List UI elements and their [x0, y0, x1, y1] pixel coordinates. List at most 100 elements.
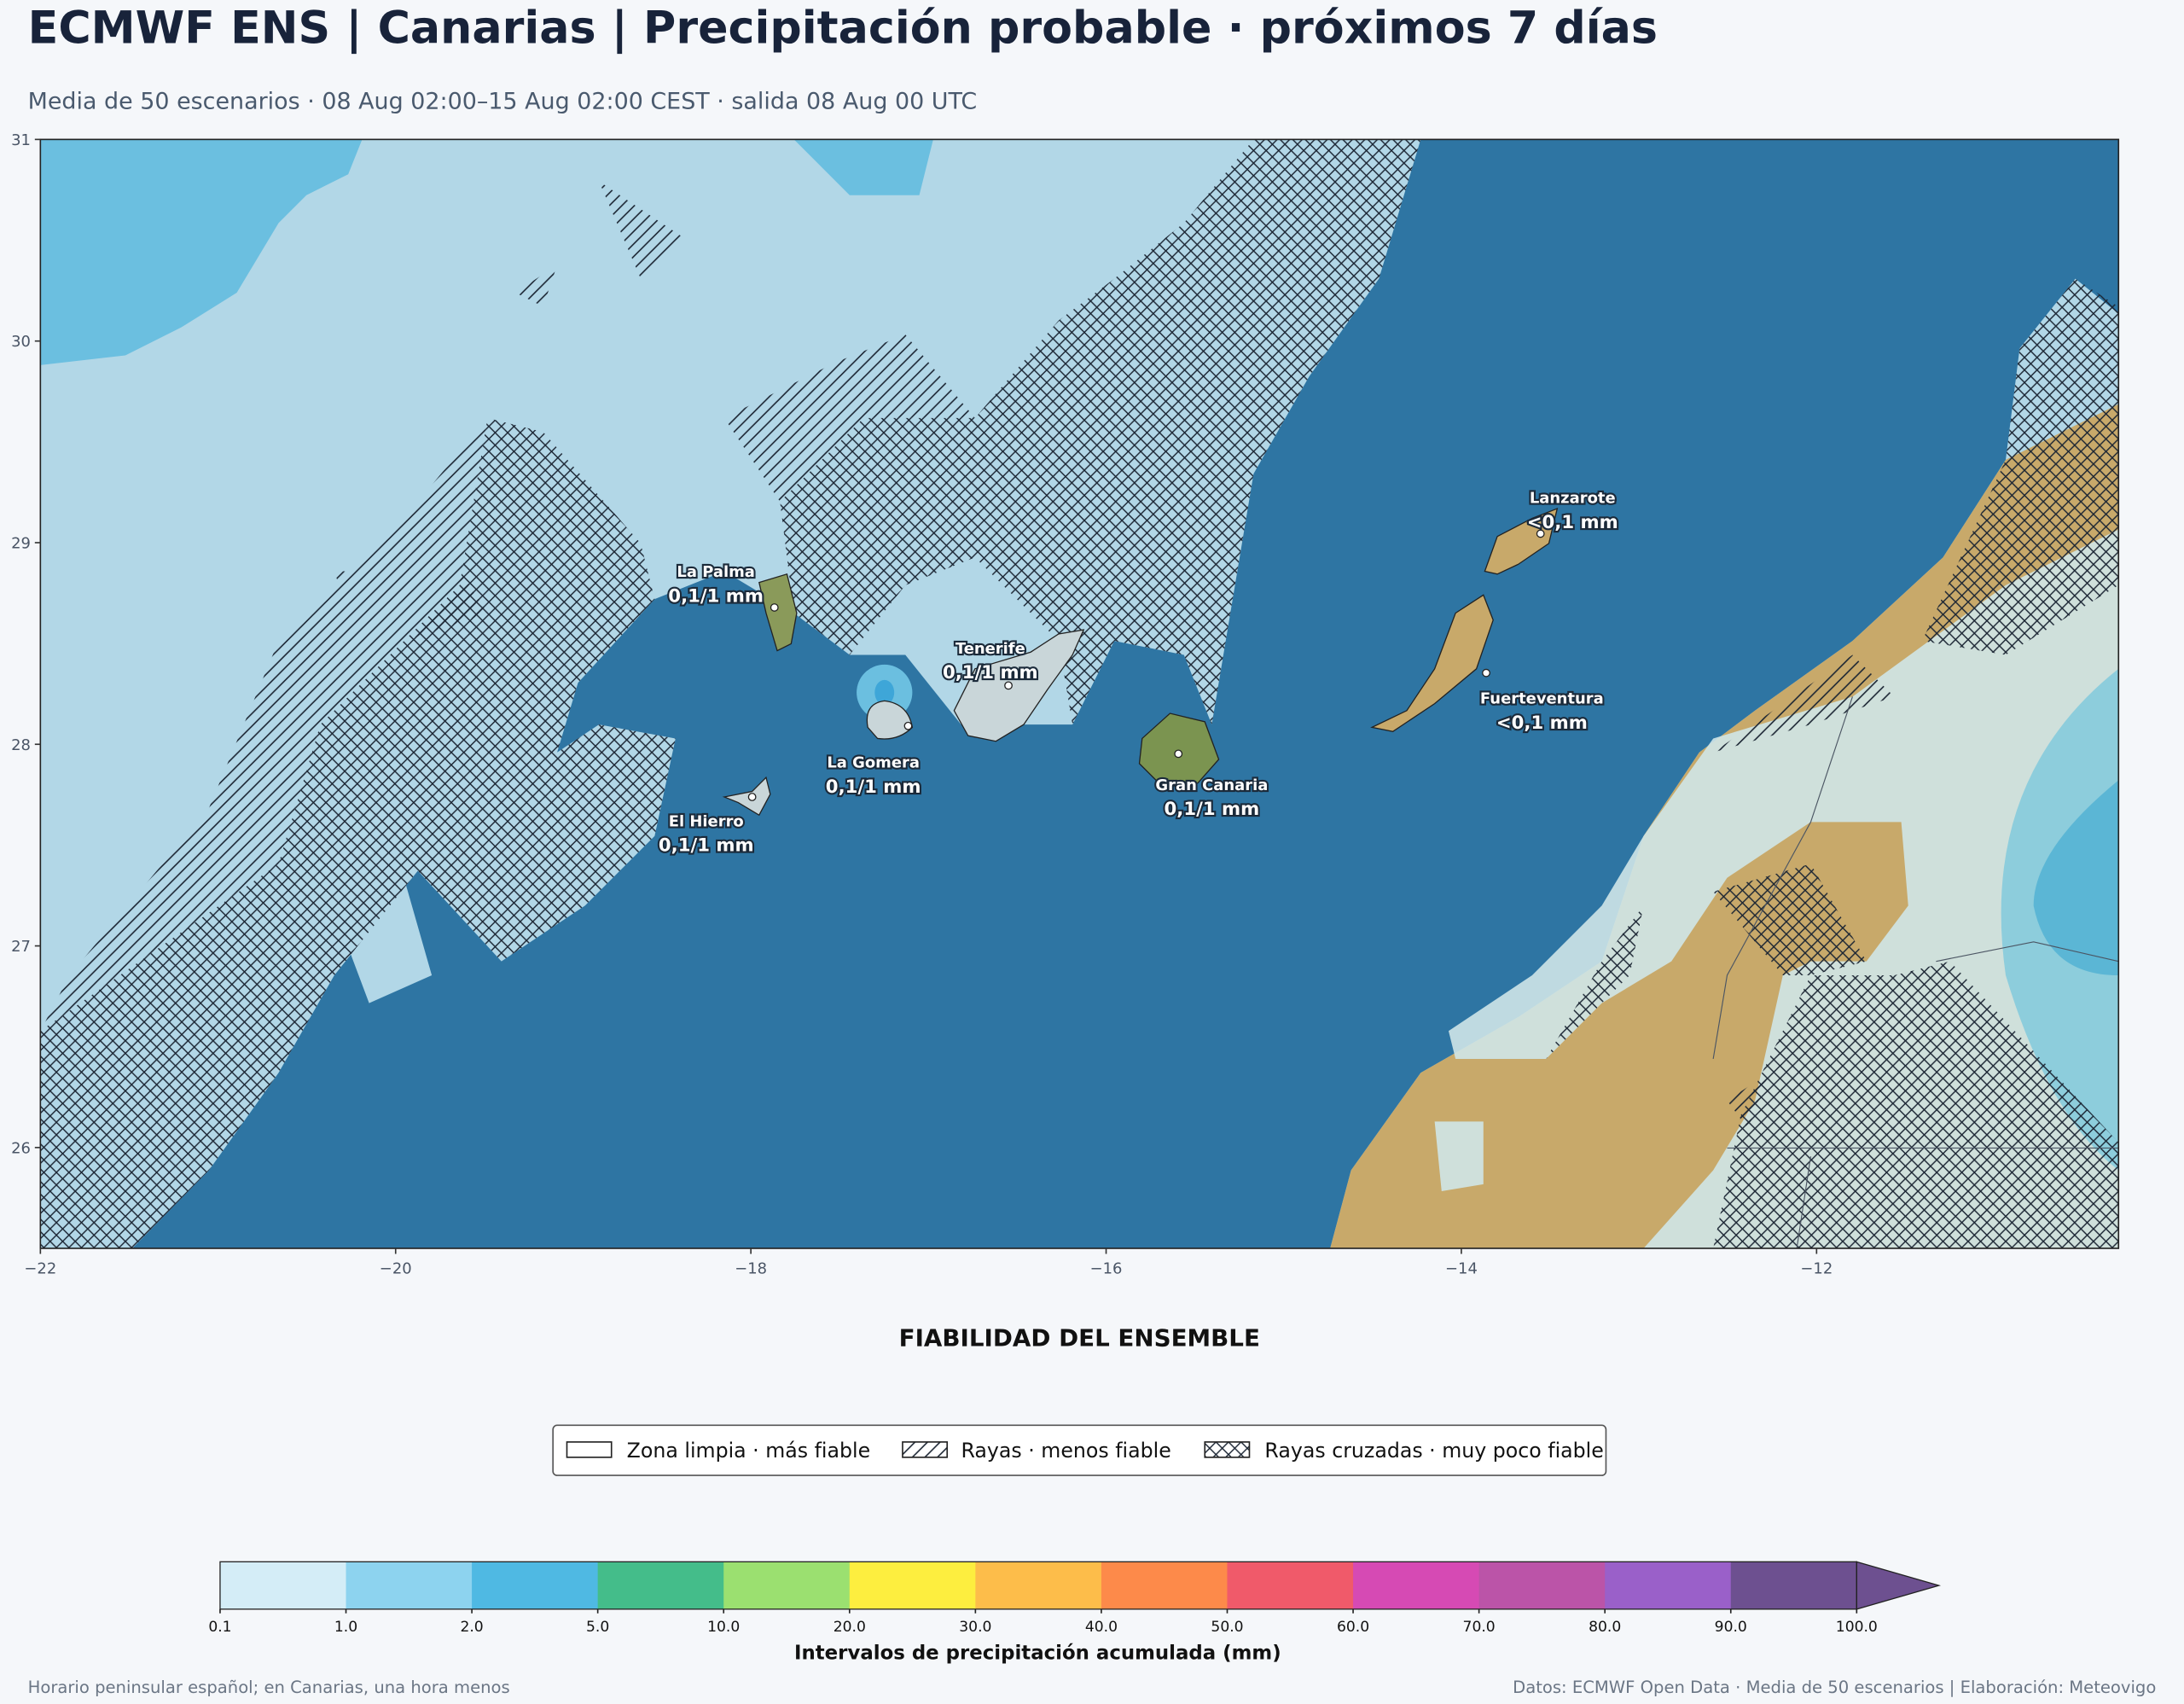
colorbar-bin: [1101, 1562, 1228, 1609]
place-value: <0,1 mm: [1496, 712, 1588, 734]
border: [1712, 696, 2119, 1248]
colorbar-tick-label: 60.0: [1337, 1619, 1369, 1636]
colorbar-tick-label: 90.0: [1715, 1619, 1747, 1636]
y-tick-label: 31: [11, 131, 31, 149]
x-tick-label: −16: [1090, 1259, 1123, 1277]
y-tick-label: 27: [11, 938, 31, 956]
title: ECMWF ENS | Canarias | Precipitación pro…: [28, 3, 1658, 55]
place-name: La Gomera: [827, 754, 920, 772]
place-value: <0,1 mm: [1527, 512, 1618, 533]
colorbar-tick-label: 70.0: [1463, 1619, 1496, 1636]
colorbar-tick-label: 30.0: [959, 1619, 991, 1636]
y-tick-label: 26: [11, 1139, 31, 1157]
place-dot: [1174, 749, 1183, 759]
legend-title: FIABILIDAD DEL ENSEMBLE: [899, 1323, 1260, 1352]
x-tick-label: −22: [24, 1259, 56, 1277]
legend-swatch: [566, 1441, 613, 1458]
x-tick-label: −12: [1800, 1259, 1833, 1277]
colorbar-bin: [975, 1562, 1102, 1609]
colorbar-tick-label: 100.0: [1836, 1619, 1878, 1636]
colorbar-tick-label: 1.0: [334, 1619, 357, 1636]
hatch: [40, 417, 488, 1032]
y-tick-label: 29: [11, 535, 31, 553]
light-rain-area: [348, 775, 550, 1003]
place-value: 0,1/1 mm: [826, 776, 921, 798]
colorbar-frame: [219, 1561, 1857, 1610]
legend-swatch: [902, 1441, 949, 1458]
footer-right: Datos: ECMWF Open Data · Media de 50 esc…: [1513, 1678, 2156, 1697]
footer-left: Horario peninsular español; en Canarias,…: [28, 1678, 510, 1697]
colorbar-bin: [1353, 1562, 1480, 1609]
colorbar-bin: [1605, 1562, 1732, 1609]
x-tick-label: −18: [735, 1259, 767, 1277]
cross-hatch: [40, 417, 676, 1248]
colorbar-bin: [1227, 1562, 1354, 1609]
rain-area: [2033, 780, 2119, 975]
island: [866, 700, 914, 740]
legend-box: [552, 1424, 1607, 1476]
x-tick-label: −20: [380, 1259, 412, 1277]
place-value: 0,1/1 mm: [1165, 799, 1260, 820]
places: La Palma 0,1/1 mm Tenerife 0,1/1 mm La Gomer…: [657, 487, 1620, 858]
legend-label: Zona limpia · más fiable: [627, 1439, 870, 1463]
colorbar-tick-label: 2.0: [460, 1619, 483, 1636]
place-dot: [747, 793, 757, 801]
map: La Palma 0,1/1 mm Tenerife 0,1/1 mm La Gomer…: [40, 139, 2119, 1248]
cross-hatch: [1546, 278, 2119, 1248]
island: [758, 573, 798, 652]
colorbar-tick-label: 10.0: [707, 1619, 740, 1636]
hatch: [1713, 654, 1895, 1129]
place-name: La Palma: [677, 563, 755, 581]
rain-area: [874, 679, 895, 706]
legend-label: Rayas cruzadas · muy poco fiable: [1264, 1439, 1603, 1463]
colorbar-bin: [219, 1562, 347, 1609]
place-dot: [770, 603, 779, 612]
place-name: Tenerife: [956, 640, 1025, 658]
place-name: Gran Canaria: [1155, 776, 1268, 794]
colorbar-bin: [346, 1562, 473, 1609]
place-dot: [1482, 668, 1490, 678]
map-frame: [39, 138, 2120, 1249]
place-name: Lanzarote: [1530, 490, 1616, 508]
colorbar-bin: [597, 1562, 725, 1609]
colorbar-tick-label: 0.1: [208, 1619, 231, 1636]
colorbar-bin: [849, 1562, 977, 1609]
place-value: 0,1/1 mm: [668, 585, 764, 607]
colorbar-label: Intervalos de precipitación acumulada (m…: [794, 1643, 1281, 1665]
place-dot: [1536, 529, 1545, 538]
colorbar: 0.1 1.0 2.0 5.0 10.0 20.0 30.0 40.0 50.0 60.0 70.0…: [208, 1561, 1942, 1636]
colorbar-tick-label: 80.0: [1589, 1619, 1621, 1636]
axes: −22 −20 −18 −16 −14 −12 26 27 28 29 30 31: [11, 131, 1833, 1277]
subtitle: Media de 50 escenarios · 08 Aug 02:00–15…: [28, 88, 978, 114]
place-name: Fuerteventura: [1480, 690, 1604, 708]
colorbar-tick-label: 40.0: [1085, 1619, 1118, 1636]
place-value: 0,1/1 mm: [943, 662, 1038, 683]
colorbar-bin: [1730, 1562, 1858, 1609]
colorbar-bin: [1478, 1562, 1606, 1609]
cross-hatch: [780, 139, 1421, 725]
place-dot: [1004, 681, 1013, 690]
y-tick-label: 30: [11, 333, 31, 351]
y-tick-label: 28: [11, 736, 31, 754]
colorbar-tick-label: 20.0: [834, 1619, 866, 1636]
hatch: [515, 181, 975, 502]
colorbar-bin: [472, 1562, 599, 1609]
island: [722, 776, 771, 817]
rain-area: [40, 139, 933, 365]
legend-label: Rayas · menos fiable: [961, 1439, 1171, 1463]
island: [1370, 594, 1494, 732]
colorbar-bin: [723, 1562, 851, 1609]
island: [1484, 507, 1559, 575]
place-dot: [903, 721, 913, 730]
colorbar-tick-label: 50.0: [1211, 1619, 1243, 1636]
islands: [722, 507, 1559, 817]
colorbar-tick-label: 5.0: [586, 1619, 609, 1636]
x-tick-label: −14: [1445, 1259, 1478, 1277]
place-name: El Hierro: [669, 812, 744, 830]
legend-swatch: [1204, 1441, 1251, 1458]
ocean: [132, 139, 2119, 1248]
place-value: 0,1/1 mm: [659, 835, 754, 857]
island: [953, 629, 1085, 742]
